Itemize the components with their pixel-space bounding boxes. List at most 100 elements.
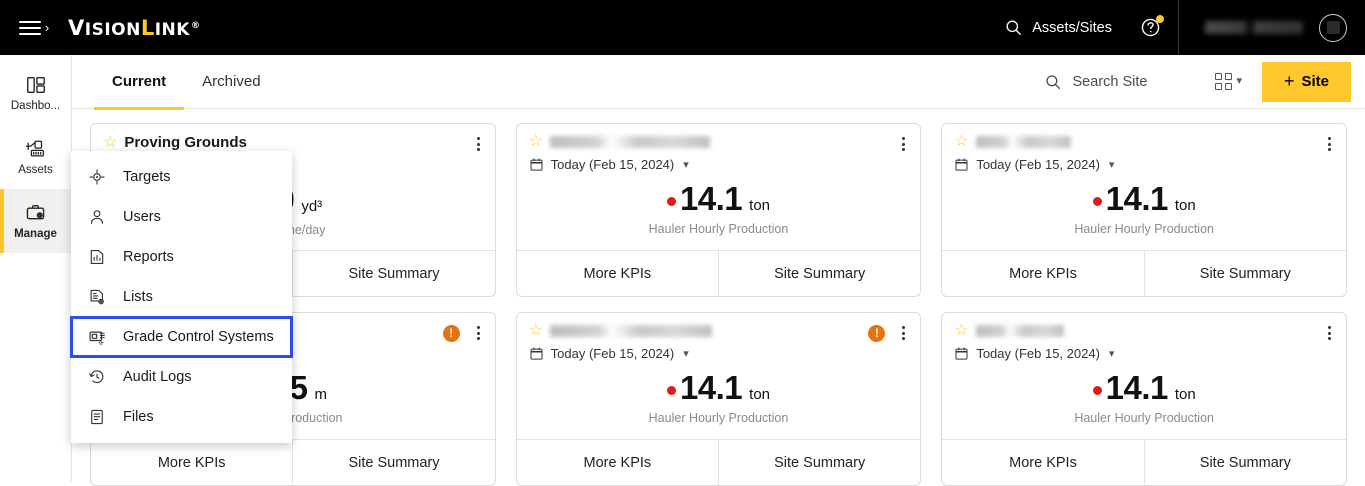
menu-item-label: Audit Logs <box>123 369 192 385</box>
kpi-value: 14.1 <box>1105 180 1169 217</box>
card-footer: More KPIs Site Summary <box>942 250 1346 296</box>
excavator-icon <box>24 138 48 160</box>
search-site-input[interactable]: Search Site <box>1044 73 1201 91</box>
kpi-unit: ton <box>749 197 771 214</box>
kpi-status-dot <box>666 385 676 395</box>
view-mode-toggle[interactable]: ▾ <box>1201 73 1256 90</box>
calendar-icon <box>529 346 544 361</box>
card-header: ☆ Today (Feb 15, 2024) ▾ <box>517 124 921 172</box>
favorite-star-icon[interactable]: ☆ <box>103 133 118 151</box>
menu-item-reports[interactable]: Reports <box>71 237 292 277</box>
site-summary-button[interactable]: Site Summary <box>718 251 920 296</box>
menu-item-targets[interactable]: Targets <box>71 157 292 197</box>
menu-item-label: Users <box>123 209 161 225</box>
sidebar-item-dashboards[interactable]: Dashbo... <box>0 61 71 125</box>
tab-bar: Current Archived <box>94 55 279 110</box>
site-card[interactable]: ☆ Today (Feb 15, 2024) ▾ <box>941 123 1347 297</box>
menu-item-grade-control-systems[interactable]: Grade Control Systems <box>70 316 293 358</box>
card-date-selector[interactable]: Today (Feb 15, 2024) ▾ <box>954 346 1334 361</box>
add-site-button[interactable]: + Site <box>1261 61 1351 102</box>
avatar[interactable] <box>1319 13 1347 42</box>
card-overflow-menu-button[interactable] <box>472 323 485 343</box>
menu-item-files[interactable]: Files <box>71 397 292 437</box>
card-kpi: 14.1 ton Hauler Hourly Production <box>517 361 921 439</box>
sidebar-item-label: Manage <box>14 228 57 240</box>
menu-item-label: Lists <box>123 289 153 305</box>
card-actions: ! <box>442 323 485 343</box>
menu-item-audit-logs[interactable]: Audit Logs <box>71 357 292 397</box>
site-summary-button[interactable]: Site Summary <box>292 440 494 485</box>
card-title-row: ☆ <box>529 323 909 339</box>
favorite-star-icon[interactable]: ☆ <box>528 322 543 339</box>
menu-item-lists[interactable]: Lists <box>71 277 292 317</box>
assets-sites-search-button[interactable]: Assets/Sites <box>996 18 1120 37</box>
menu-toggle-button[interactable]: › <box>6 0 62 55</box>
card-date-selector[interactable]: Today (Feb 15, 2024) ▾ <box>529 157 909 172</box>
left-navigation-rail: Dashbo... Assets Manage <box>0 55 72 482</box>
card-footer: More KPIs Site Summary <box>91 439 495 485</box>
favorite-star-icon[interactable]: ☆ <box>954 133 969 150</box>
menu-item-users[interactable]: Users <box>71 197 292 237</box>
chevron-down-icon: ▾ <box>683 159 689 171</box>
more-kpis-button[interactable]: More KPIs <box>1009 265 1077 282</box>
kpi-unit: ton <box>1174 386 1196 403</box>
site-summary-button[interactable]: Site Summary <box>292 251 494 296</box>
site-card[interactable]: ☆ Today (Feb 15, 2024) ▾ <box>515 123 922 297</box>
card-overflow-menu-button[interactable] <box>1323 323 1336 343</box>
avatar-inner-shape <box>1326 21 1340 34</box>
add-site-label: Site <box>1301 73 1329 90</box>
card-actions <box>1323 134 1336 154</box>
search-icon <box>1044 73 1062 91</box>
kpi-unit: ton <box>749 386 771 403</box>
card-date-selector[interactable]: Today (Feb 15, 2024) ▾ <box>954 157 1334 172</box>
card-date-selector[interactable]: Today (Feb 15, 2024) ▾ <box>529 346 909 361</box>
card-kpi: 14.1 ton Hauler Hourly Production <box>517 172 921 250</box>
site-card[interactable]: ☆ Today (Feb 15, 2024) ▾ <box>941 312 1347 486</box>
card-date-label: Today (Feb 15, 2024) <box>976 346 1100 361</box>
site-name: Proving Grounds <box>124 134 247 151</box>
document-icon <box>87 408 107 426</box>
tab-label: Current <box>112 73 167 90</box>
kpi-label: Hauler Hourly Production <box>648 222 789 236</box>
site-card[interactable]: ☆ Today (Feb 15, 2024) ▾ ! <box>515 312 922 486</box>
card-kpi: 14.1 ton Hauler Hourly Production <box>942 361 1346 439</box>
favorite-star-icon[interactable]: ☆ <box>528 133 543 150</box>
favorite-star-icon[interactable]: ☆ <box>954 322 969 339</box>
more-kpis-button[interactable]: More KPIs <box>583 454 652 471</box>
card-overflow-menu-button[interactable] <box>472 134 485 154</box>
sidebar-item-manage[interactable]: Manage <box>0 189 71 253</box>
kpi-label: Hauler Hourly Production <box>648 411 789 425</box>
kpi-value: 14.1 <box>679 180 743 217</box>
menu-item-label: Grade Control Systems <box>123 329 274 345</box>
tab-current[interactable]: Current <box>94 55 185 110</box>
sidebar-item-assets[interactable]: Assets <box>0 125 71 189</box>
more-kpis-button[interactable]: More KPIs <box>583 265 652 282</box>
alert-exclamation-icon[interactable]: ! <box>442 324 460 342</box>
chevron-down-icon: ▾ <box>1236 75 1242 87</box>
alert-exclamation-icon[interactable]: ! <box>868 324 886 342</box>
card-date-label: Today (Feb 15, 2024) <box>976 157 1100 172</box>
more-kpis-button[interactable]: More KPIs <box>157 454 226 471</box>
site-summary-button[interactable]: Site Summary <box>1143 440 1346 485</box>
user-account-button[interactable] <box>1179 13 1365 42</box>
kpi-status-dot <box>1092 385 1102 395</box>
topbar-right-cluster: Assets/Sites <box>996 0 1365 55</box>
site-summary-button[interactable]: Site Summary <box>1143 251 1346 296</box>
sidebar-item-label: Assets <box>18 164 53 176</box>
briefcase-gear-icon <box>24 202 47 224</box>
calendar-icon <box>529 157 544 172</box>
card-actions <box>897 134 910 154</box>
tab-archived[interactable]: Archived <box>184 55 278 109</box>
card-overflow-menu-button[interactable] <box>897 323 910 343</box>
bar-chart-document-icon <box>87 248 107 266</box>
brand-text-l: L <box>140 15 155 40</box>
help-button[interactable] <box>1138 14 1164 40</box>
kpi-value-row: 14.1 ton <box>666 180 771 218</box>
card-actions <box>1323 323 1336 343</box>
site-summary-button[interactable]: Site Summary <box>718 440 920 485</box>
grid-view-icon <box>1215 73 1233 90</box>
card-overflow-menu-button[interactable] <box>897 134 910 154</box>
more-kpis-button[interactable]: More KPIs <box>1009 454 1077 471</box>
card-footer: More KPIs Site Summary <box>516 250 921 296</box>
card-overflow-menu-button[interactable] <box>1323 134 1336 154</box>
